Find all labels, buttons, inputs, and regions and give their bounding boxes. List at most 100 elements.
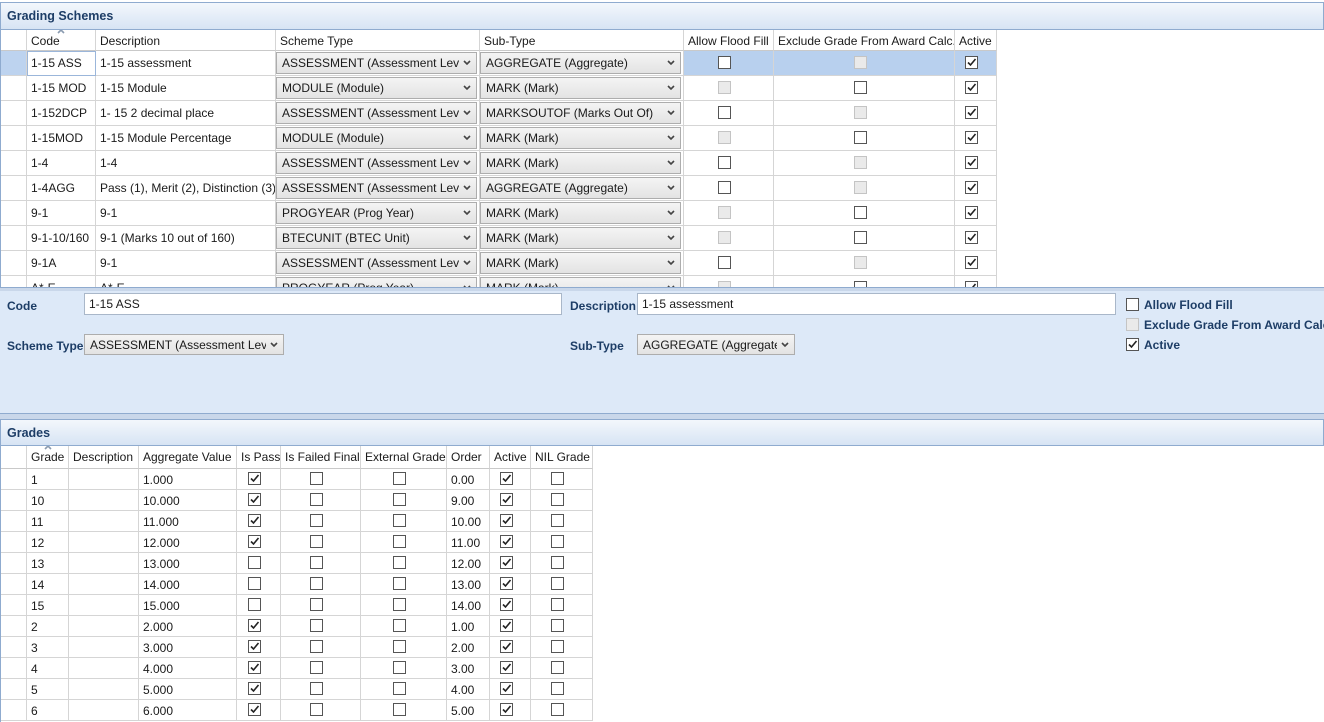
row-header[interactable] <box>1 490 27 511</box>
grid-cell[interactable]: 12.000 <box>139 532 237 553</box>
checkbox[interactable] <box>499 535 513 548</box>
grid-cell[interactable] <box>955 126 997 151</box>
row-header[interactable] <box>1 637 27 658</box>
grid-cell[interactable] <box>684 226 774 251</box>
grid-cell[interactable] <box>281 637 361 658</box>
checkbox[interactable] <box>499 640 513 653</box>
grid-cell[interactable] <box>281 511 361 532</box>
grid-cell[interactable]: 1 <box>27 469 69 490</box>
row-header[interactable] <box>1 201 27 226</box>
grid-cell[interactable] <box>361 574 447 595</box>
grid-cell[interactable] <box>490 511 531 532</box>
dropdown[interactable]: MARKSOUTOF (Marks Out Of) <box>480 102 681 124</box>
checkbox[interactable] <box>965 206 978 219</box>
grid-cell[interactable]: MARK (Mark) <box>480 126 684 151</box>
grid-cell[interactable] <box>531 616 593 637</box>
grid-cell[interactable] <box>281 679 361 700</box>
grid-cell[interactable] <box>361 658 447 679</box>
grid-cell[interactable] <box>684 76 774 101</box>
grid-cell[interactable] <box>237 574 281 595</box>
grid-cell[interactable] <box>237 553 281 574</box>
grid-cell[interactable] <box>774 276 955 287</box>
grid-cell[interactable] <box>361 553 447 574</box>
column-header[interactable]: External Grade <box>361 446 447 469</box>
checkbox[interactable] <box>499 703 513 716</box>
dropdown[interactable]: MODULE (Module) <box>276 77 477 99</box>
grid-cell[interactable]: PROGYEAR (Prog Year) <box>276 201 480 226</box>
grid-cell[interactable] <box>490 574 531 595</box>
checkbox[interactable] <box>853 231 867 244</box>
row-header[interactable] <box>1 679 27 700</box>
grid-cell[interactable]: 1-15 ASS <box>27 51 96 76</box>
checkbox[interactable] <box>393 556 406 569</box>
grid-cell[interactable] <box>490 679 531 700</box>
grid-cell[interactable]: MARK (Mark) <box>480 76 684 101</box>
grid-cell[interactable] <box>774 51 955 76</box>
checkbox[interactable] <box>551 472 564 485</box>
column-header[interactable]: Allow Flood Fill <box>684 30 774 51</box>
row-header[interactable] <box>1 151 27 176</box>
grid-cell[interactable] <box>774 176 955 201</box>
grid-cell[interactable]: ASSESSMENT (Assessment Level) <box>276 51 480 76</box>
grid-cell[interactable] <box>531 511 593 532</box>
grid-cell[interactable]: 12 <box>27 532 69 553</box>
checkbox[interactable] <box>499 514 513 527</box>
checkbox[interactable] <box>551 514 564 527</box>
grid-cell[interactable] <box>69 658 139 679</box>
dropdown[interactable]: ASSESSMENT (Assessment Level) <box>276 152 477 174</box>
checkbox[interactable] <box>248 472 261 485</box>
checkbox[interactable] <box>718 106 731 119</box>
checkbox[interactable] <box>718 56 731 69</box>
checkbox[interactable] <box>248 619 261 632</box>
checkbox[interactable] <box>499 493 513 506</box>
grid-cell[interactable]: 1-15MOD <box>27 126 96 151</box>
row-header[interactable] <box>1 226 27 251</box>
grid-cell[interactable]: 15 <box>27 595 69 616</box>
checkbox[interactable] <box>310 640 323 653</box>
grid-cell[interactable]: 1.000 <box>139 469 237 490</box>
grid-cell[interactable] <box>237 658 281 679</box>
checkbox[interactable] <box>248 493 261 506</box>
grid-cell[interactable] <box>955 76 997 101</box>
grid-cell[interactable] <box>955 276 997 287</box>
row-header[interactable] <box>1 469 27 490</box>
grid-cell[interactable]: 9-1 <box>96 251 276 276</box>
checkbox[interactable] <box>551 682 564 695</box>
grid-cell[interactable] <box>69 700 139 721</box>
grid-cell[interactable]: 9-1-10/160 <box>27 226 96 251</box>
grid-cell[interactable]: AGGREGATE (Aggregate) <box>480 176 684 201</box>
grid-cell[interactable] <box>490 532 531 553</box>
grid-cell[interactable]: 15.000 <box>139 595 237 616</box>
grid-cell[interactable] <box>281 616 361 637</box>
checkbox[interactable] <box>310 535 323 548</box>
grid-cell[interactable] <box>774 226 955 251</box>
grid-cell[interactable] <box>237 616 281 637</box>
dropdown[interactable]: MARK (Mark) <box>480 202 681 224</box>
grid-cell[interactable] <box>281 553 361 574</box>
grid-cell[interactable] <box>684 276 774 287</box>
grid-cell[interactable] <box>531 637 593 658</box>
column-header[interactable]: Active <box>490 446 531 469</box>
grid-cell[interactable]: 1.00 <box>447 616 490 637</box>
checkbox[interactable] <box>310 472 323 485</box>
checkbox[interactable] <box>965 156 978 169</box>
grid-cell[interactable] <box>237 700 281 721</box>
dropdown[interactable]: ASSESSMENT (Assessment Level) <box>276 52 477 74</box>
checkbox[interactable] <box>310 619 323 632</box>
checkbox[interactable] <box>551 598 564 611</box>
grid-cell[interactable] <box>361 595 447 616</box>
checkbox[interactable] <box>248 640 261 653</box>
grid-cell[interactable]: 11 <box>27 511 69 532</box>
grid-cell[interactable] <box>281 469 361 490</box>
grid-cell[interactable] <box>237 532 281 553</box>
checkbox[interactable] <box>965 106 978 119</box>
checkbox[interactable] <box>310 514 323 527</box>
dropdown[interactable]: MARK (Mark) <box>480 277 681 287</box>
grid-cell[interactable] <box>237 490 281 511</box>
grid-cell[interactable]: 5.000 <box>139 679 237 700</box>
grid-cell[interactable]: MARK (Mark) <box>480 276 684 287</box>
grid-cell[interactable]: 1-4AGG <box>27 176 96 201</box>
grid-cell[interactable] <box>69 574 139 595</box>
grid-cell[interactable] <box>531 574 593 595</box>
checkbox[interactable] <box>499 682 513 695</box>
